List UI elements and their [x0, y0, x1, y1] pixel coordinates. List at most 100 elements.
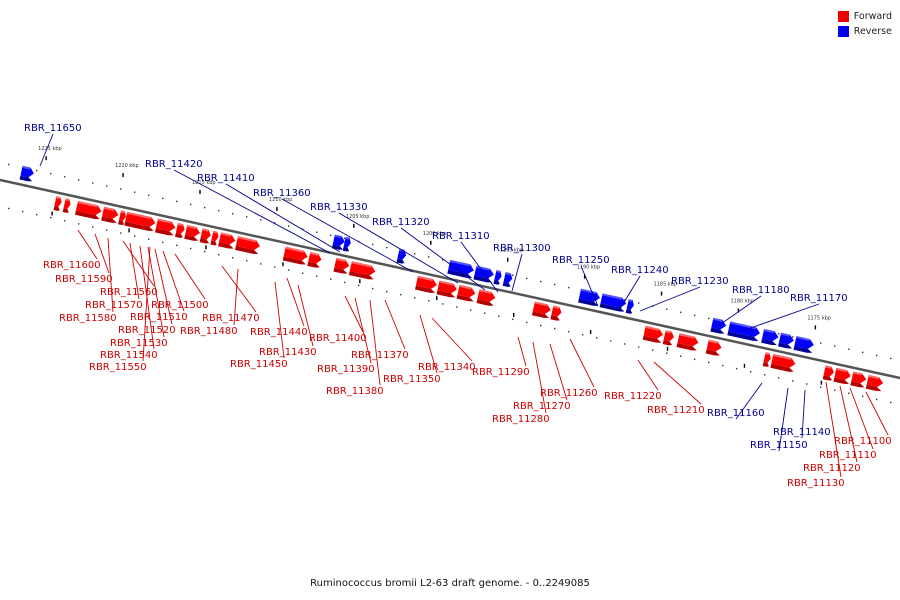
- gene-label-rbr-11310[interactable]: RBR_11310: [432, 231, 490, 242]
- gene-label-rbr-11470[interactable]: RBR_11470: [202, 313, 260, 324]
- forward-gene-rbr-11570[interactable]: [101, 206, 119, 224]
- gene-label-rbr-11280[interactable]: RBR_11280: [492, 414, 550, 425]
- reverse-gene-rbr-11320[interactable]: [473, 265, 494, 284]
- gene-label-rbr-11120[interactable]: RBR_11120: [803, 463, 861, 474]
- gene-depth: [118, 220, 125, 226]
- gene-label-rbr-11290[interactable]: RBR_11290: [472, 367, 530, 378]
- forward-gene-rbr-11550[interactable]: [124, 211, 156, 232]
- forward-gene-rbr-11500[interactable]: [210, 230, 219, 246]
- gene-label-rbr-11550[interactable]: RBR_11550: [89, 362, 147, 373]
- forward-gene-rbr-11580[interactable]: [74, 201, 103, 220]
- forward-gene-rbr-11390[interactable]: [436, 280, 458, 299]
- reverse-gene-rbr-11150[interactable]: [778, 332, 795, 350]
- reverse-gene-rbr-11410[interactable]: [342, 236, 352, 252]
- forward-gene-rbr-11510[interactable]: [199, 228, 212, 244]
- gene-depth: [625, 308, 633, 314]
- gene-highlight: [836, 367, 847, 373]
- gene-label-rbr-11240[interactable]: RBR_11240: [611, 265, 669, 276]
- forward-gene-rbr-11600[interactable]: [53, 196, 62, 211]
- gene-label-rbr-11130[interactable]: RBR_11130: [787, 478, 845, 489]
- gene-label-rbr-11600[interactable]: RBR_11600: [43, 260, 101, 271]
- gene-label-rbr-11270[interactable]: RBR_11270: [513, 401, 571, 412]
- gene-label-rbr-11260[interactable]: RBR_11260: [540, 388, 598, 399]
- forward-gene-rbr-11440[interactable]: [307, 252, 322, 268]
- gene-label-rbr-11330[interactable]: RBR_11330: [310, 202, 368, 213]
- gene-label-rbr-11650[interactable]: RBR_11650: [24, 123, 82, 134]
- forward-gene-rbr-11100[interactable]: [865, 375, 884, 392]
- reverse-gene-rbr-11310[interactable]: [493, 270, 502, 285]
- gene-label-rbr-11430[interactable]: RBR_11430: [259, 347, 317, 358]
- gene-label-rbr-11400[interactable]: RBR_11400: [309, 333, 367, 344]
- gene-label-rbr-11370[interactable]: RBR_11370: [351, 350, 409, 361]
- gene-label-rbr-11580[interactable]: RBR_11580: [59, 313, 117, 324]
- reverse-gene-rbr-11330[interactable]: [447, 259, 475, 279]
- forward-gene-rbr-11560[interactable]: [118, 210, 127, 226]
- gene-label-rbr-11180[interactable]: RBR_11180: [732, 285, 790, 296]
- reverse-gene-rbr-11300[interactable]: [502, 272, 514, 287]
- gene-label-rbr-11110[interactable]: RBR_11110: [819, 450, 877, 461]
- gene-label-rbr-11560[interactable]: RBR_11560: [100, 287, 158, 298]
- forward-gene-rbr-11210[interactable]: [770, 354, 796, 373]
- forward-gene-rbr-11400[interactable]: [414, 275, 438, 294]
- reverse-gene-rbr-11420[interactable]: [331, 234, 346, 251]
- forward-gene-rbr-11540[interactable]: [154, 218, 176, 237]
- forward-gene-rbr-11450[interactable]: [282, 246, 309, 266]
- gene-label-rbr-11380[interactable]: RBR_11380: [326, 386, 384, 397]
- reverse-gene-rbr-11160[interactable]: [761, 328, 779, 346]
- gene-label-rbr-11320[interactable]: RBR_11320: [372, 217, 430, 228]
- gene-label-rbr-11390[interactable]: RBR_11390: [317, 364, 375, 375]
- gene-label-rbr-11530[interactable]: RBR_11530: [110, 338, 168, 349]
- forward-gene-rbr-11260[interactable]: [705, 339, 723, 357]
- gene-label-rbr-11360[interactable]: RBR_11360: [253, 188, 311, 199]
- reverse-gene-rbr-11140[interactable]: [793, 336, 814, 354]
- gene-label-rbr-11480[interactable]: RBR_11480: [180, 326, 238, 337]
- forward-gene-rbr-11350[interactable]: [531, 301, 552, 319]
- gene-label-rbr-11250[interactable]: RBR_11250: [552, 255, 610, 266]
- gene-label-rbr-11420[interactable]: RBR_11420: [145, 159, 203, 170]
- gene-label-rbr-11500[interactable]: RBR_11500: [151, 300, 209, 311]
- gene-label-rbr-11540[interactable]: RBR_11540: [100, 350, 158, 361]
- forward-gene-rbr-11110[interactable]: [850, 371, 867, 389]
- forward-gene-rbr-11290[interactable]: [642, 325, 664, 344]
- reverse-gene-rbr-11230[interactable]: [625, 299, 635, 314]
- gene-label-rbr-11450[interactable]: RBR_11450: [230, 359, 288, 370]
- forward-gene-rbr-11520[interactable]: [184, 225, 201, 242]
- forward-gene-rbr-11470[interactable]: [234, 236, 261, 255]
- forward-gene-rbr-11340[interactable]: [550, 305, 562, 322]
- gene-label-rbr-11150[interactable]: RBR_11150: [750, 440, 808, 451]
- gene-label-rbr-11140[interactable]: RBR_11140: [773, 427, 831, 438]
- forward-gene-rbr-11410[interactable]: [348, 261, 377, 280]
- forward-gene-rbr-11590[interactable]: [62, 198, 72, 213]
- gene-label-rbr-11410[interactable]: RBR_11410: [197, 173, 255, 184]
- gene-label-rbr-11160[interactable]: RBR_11160: [707, 408, 765, 419]
- gene-label-rbr-11230[interactable]: RBR_11230: [671, 276, 729, 287]
- gene-label-rbr-11220[interactable]: RBR_11220: [604, 391, 662, 402]
- gene-label-rbr-11300[interactable]: RBR_11300: [493, 243, 551, 254]
- gene-label-rbr-11210[interactable]: RBR_11210: [647, 405, 705, 416]
- forward-gene-rbr-11430[interactable]: [333, 257, 350, 275]
- gene-label-rbr-11340[interactable]: RBR_11340: [418, 362, 476, 373]
- reverse-gene-rbr-11240[interactable]: [599, 293, 628, 312]
- gene-label-rbr-11590[interactable]: RBR_11590: [55, 274, 113, 285]
- forward-gene-rbr-11370[interactable]: [476, 289, 497, 306]
- gene-label-rbr-11520[interactable]: RBR_11520: [118, 325, 176, 336]
- forward-gene-rbr-11280[interactable]: [662, 330, 675, 346]
- forward-gene-rbr-11130[interactable]: [822, 365, 835, 382]
- gene-label-rbr-11510[interactable]: RBR_11510: [130, 312, 188, 323]
- gene-label-rbr-11440[interactable]: RBR_11440: [250, 327, 308, 338]
- forward-gene-rbr-11120[interactable]: [833, 367, 851, 385]
- leader-line: [400, 227, 486, 291]
- forward-gene-rbr-11270[interactable]: [676, 333, 700, 351]
- gene-label-rbr-11100[interactable]: RBR_11100: [834, 436, 892, 447]
- forward-gene-rbr-11530[interactable]: [174, 223, 186, 238]
- reverse-gene-rbr-11170[interactable]: [727, 321, 761, 342]
- gene-label-rbr-11350[interactable]: RBR_11350: [383, 374, 441, 385]
- gene-label-rbr-11170[interactable]: RBR_11170: [790, 293, 848, 304]
- forward-gene-rbr-11220[interactable]: [762, 352, 772, 367]
- gene-label-rbr-11570[interactable]: RBR_11570: [85, 300, 143, 311]
- forward-gene-rbr-11480[interactable]: [218, 232, 236, 250]
- forward-gene-rbr-11380[interactable]: [456, 284, 477, 302]
- reverse-gene-rbr-11360[interactable]: [396, 248, 408, 264]
- reverse-gene-rbr-11650[interactable]: [19, 165, 35, 182]
- reverse-gene-rbr-11180[interactable]: [710, 317, 727, 335]
